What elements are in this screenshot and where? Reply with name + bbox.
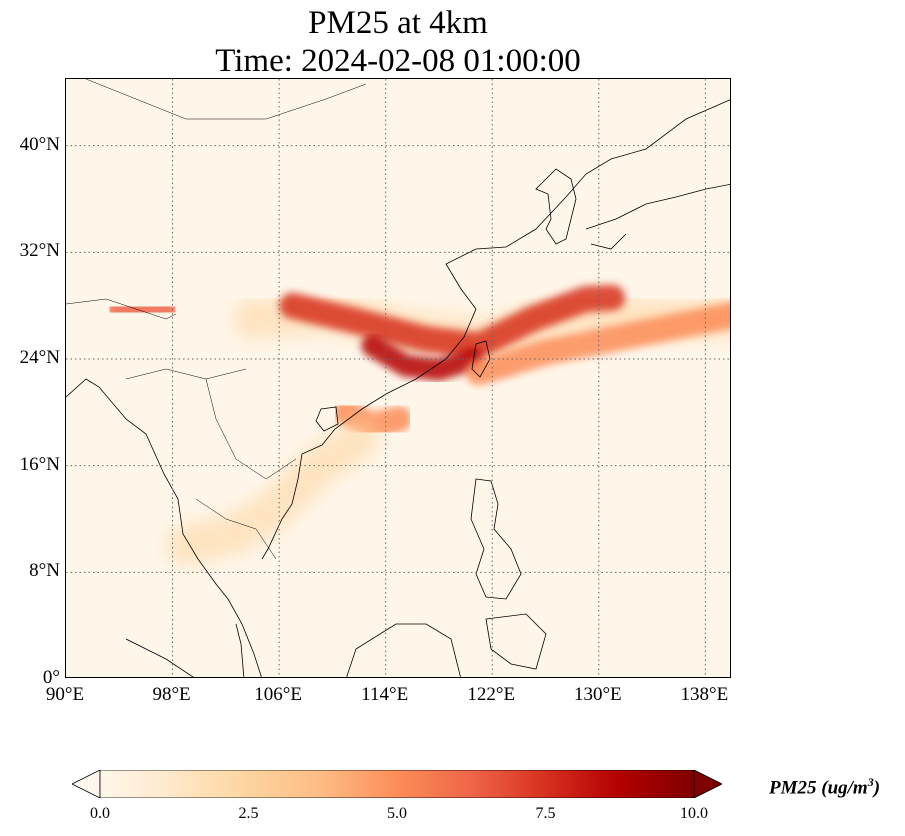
philippines-coastline [470,478,547,670]
lon-tick-label: 114°E [361,684,409,705]
pm25-concentration-field [106,284,730,566]
map-canvas [66,79,730,677]
lat-tick-label: 24°N [19,347,60,368]
plume-indochina-plume [165,419,379,566]
colorbar-tick-label: 10.0 [680,805,708,822]
hainan-coastline [315,406,339,432]
country-borders [66,79,367,560]
lon-tick-label: 122°E [467,684,516,705]
sumatra-coastline [125,638,194,677]
mainland-coastline [66,99,730,677]
lon-tick-label: 98°E [152,684,191,705]
lat-tick-label: 8°N [29,560,60,582]
colorbar-tick-label: 7.5 [535,805,556,822]
map-title: PM25 at 4km [308,5,488,41]
map-subtitle-time: Time: 2024-02-08 01:00:00 [215,43,581,79]
borneo-coastline [346,623,461,677]
colorbar-tick-label: 5.0 [387,805,407,822]
colorbar-extend-max [693,770,722,798]
lat-tick-label: 16°N [19,453,60,475]
lon-tick-label: 138°E [680,684,729,705]
taiwan-coastline [471,340,491,378]
lon-tick-label: 130°E [573,684,622,705]
malay-coastline [235,623,245,677]
plume-main-band [279,284,626,359]
gridlines [66,79,730,677]
colorbar-extend-min [72,770,101,798]
map-panel[interactable] [65,78,731,678]
lon-tick-label: 106°E [254,684,302,705]
plume-himalaya-spot [106,295,179,324]
lat-tick-label: 32°N [19,240,60,262]
korea-coastline [535,168,577,245]
colorbar-gradient [99,770,695,798]
colorbar [72,770,722,798]
colorbar-tick-label: 2.5 [238,805,259,822]
plume-core-coast [361,334,484,381]
lon-tick-label: 90°E [45,684,85,705]
coastlines [66,79,730,677]
colorbar-label: PM25 (ug/m3) [769,775,881,799]
japan-coastline [585,183,730,250]
colorbar-tick-label: 0.0 [90,805,110,822]
lat-tick-label: 0° [42,667,60,688]
lat-tick-label: 40°N [19,133,60,155]
plume-east-band [465,302,730,386]
